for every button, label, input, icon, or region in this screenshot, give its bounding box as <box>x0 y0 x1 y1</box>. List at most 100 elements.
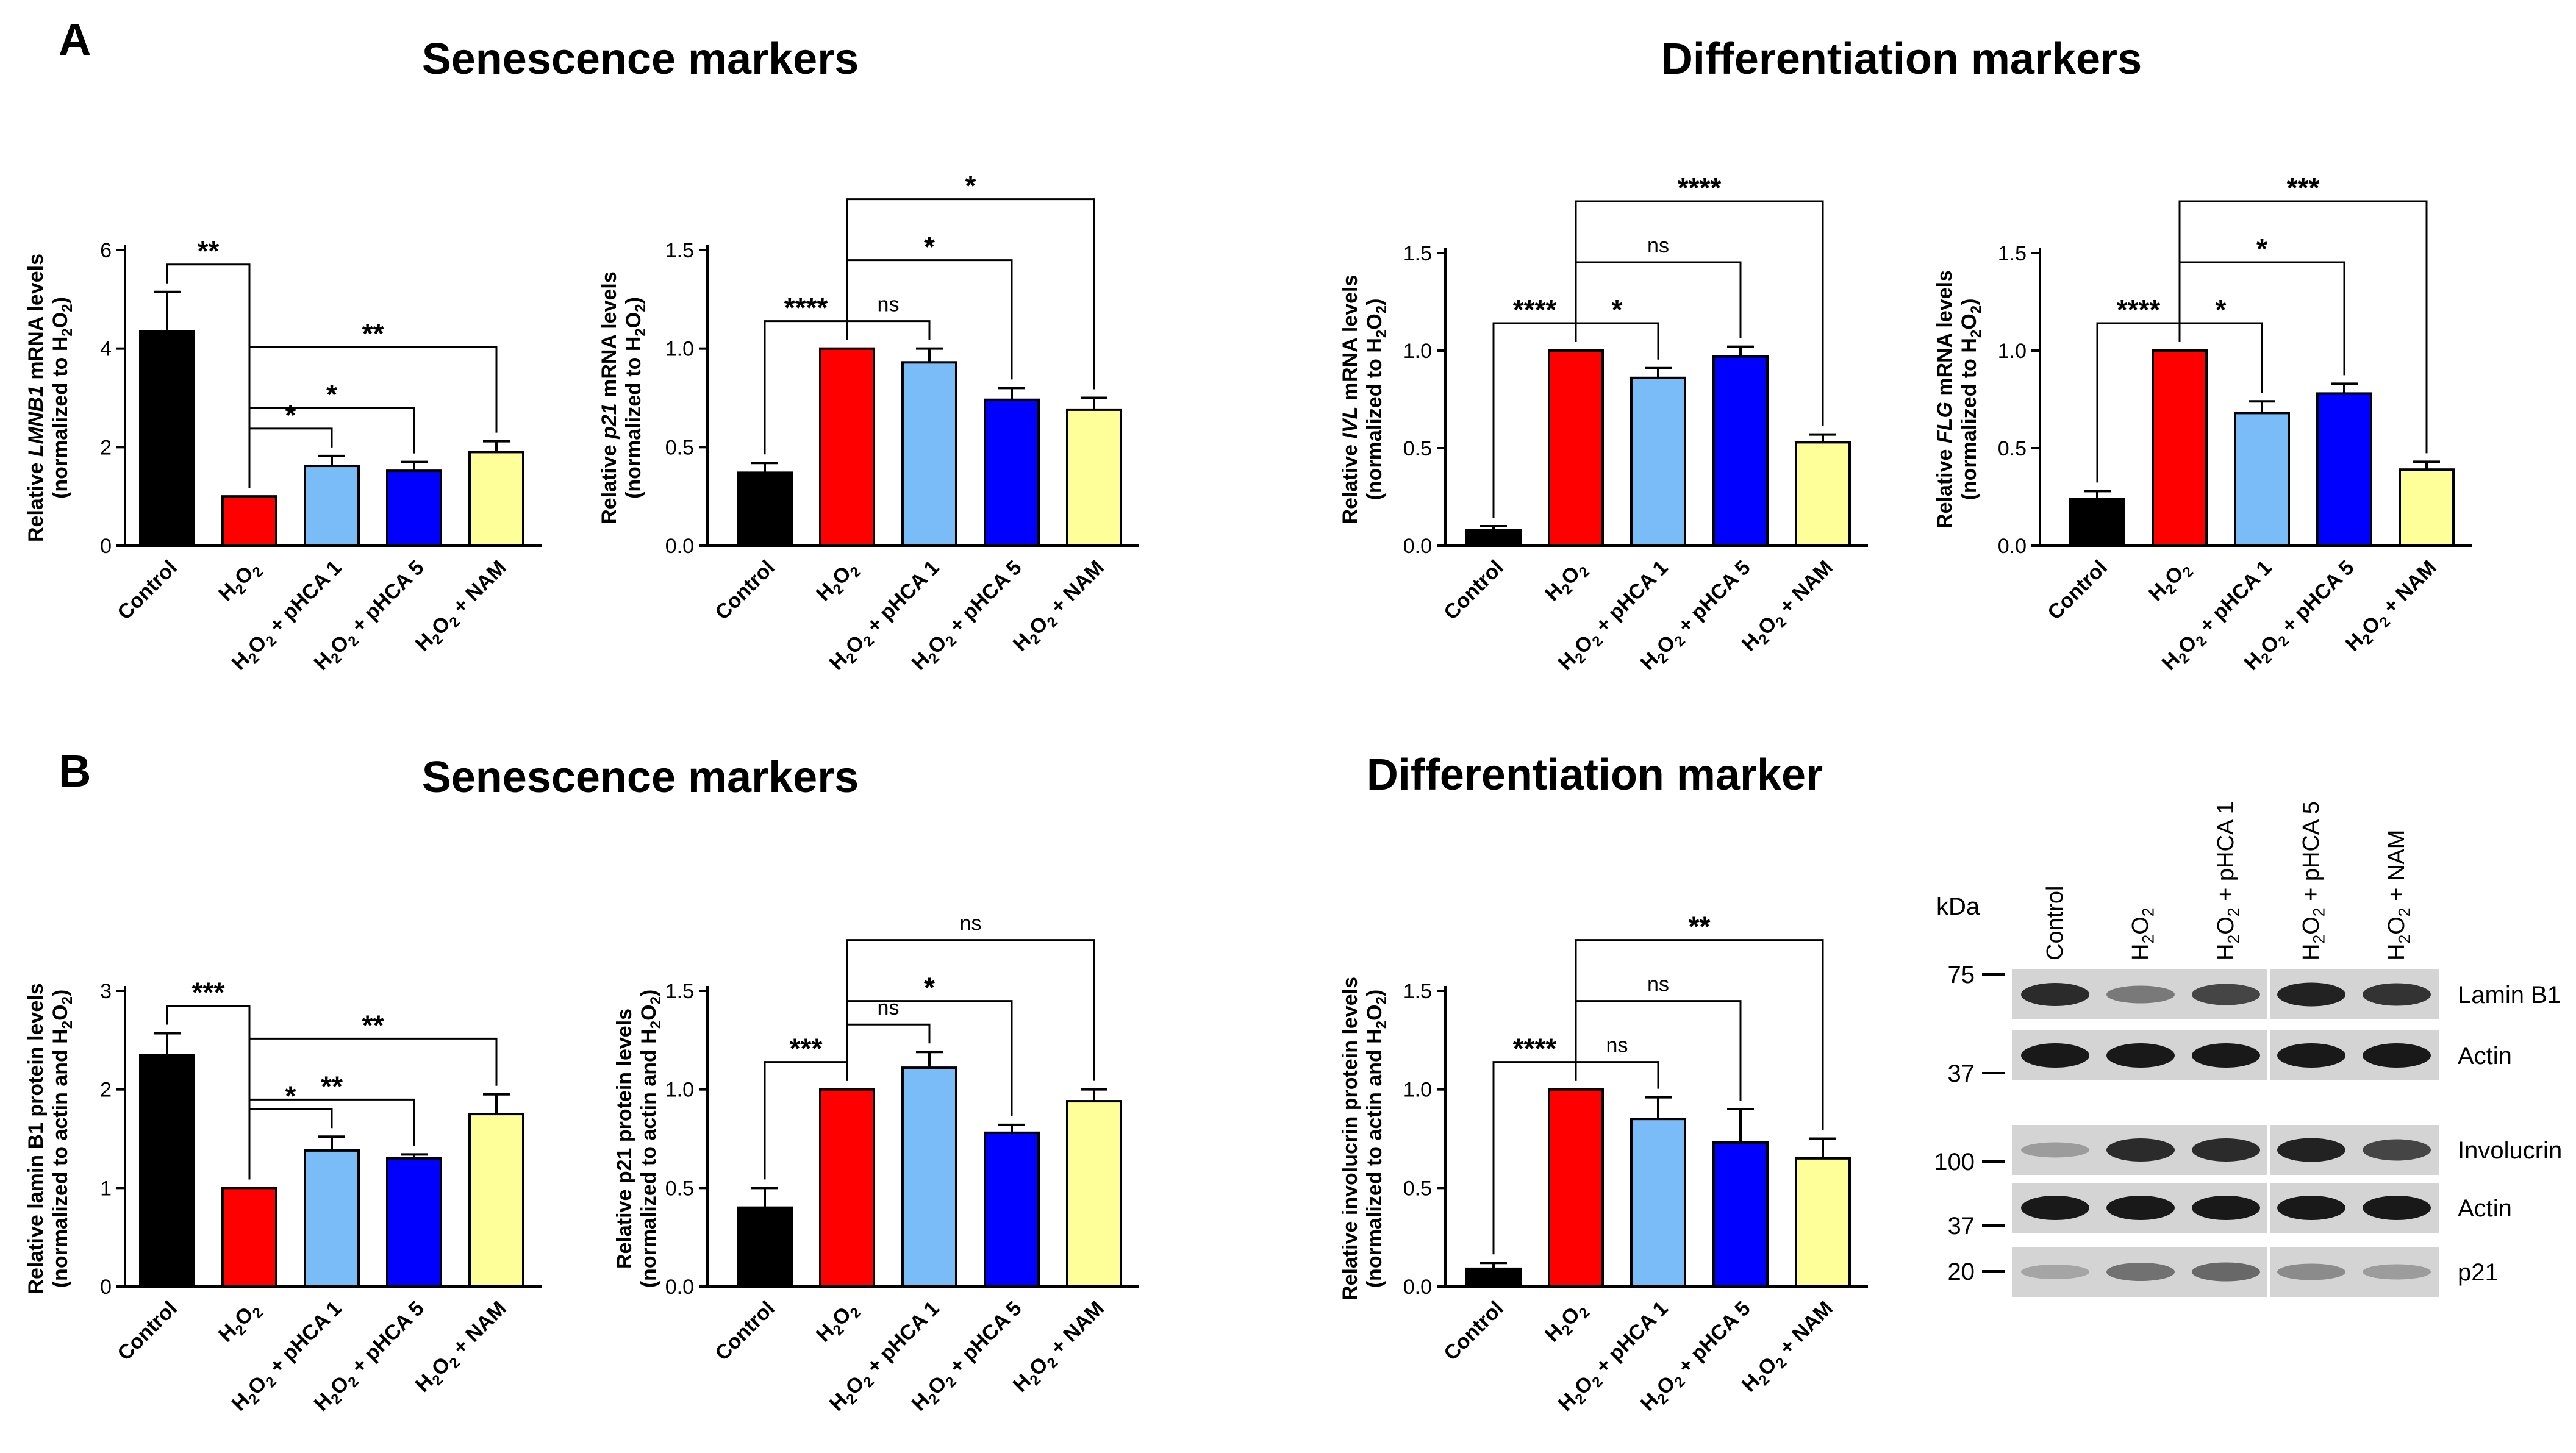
significance-label: ** <box>1689 911 1711 943</box>
significance-label: ** <box>362 1009 384 1041</box>
significance-label: * <box>965 170 976 202</box>
bar-phca1 <box>304 1149 360 1288</box>
significance-label: ** <box>198 235 220 267</box>
y-tick-label: 1.5 <box>665 239 694 262</box>
panel-letter-b: B <box>59 746 91 796</box>
x-tick-label: Control <box>2043 556 2111 624</box>
significance-label: ns <box>878 293 900 316</box>
y-tick-label: 4 <box>100 338 112 361</box>
chart-7: 0.0 0.5 1.0 1.5 Relative involucrin protein … <box>1339 911 1868 1416</box>
blot-band <box>2277 1138 2345 1162</box>
chart-4: 0.0 0.5 1.0 1.5 Relative FLG mRNA levels(nor… <box>1933 172 2472 675</box>
blot-band <box>2277 1196 2345 1220</box>
blot-band <box>2106 1263 2175 1281</box>
bar-phca5 <box>984 398 1040 547</box>
bar-nam <box>1795 441 1851 548</box>
bar-control <box>1465 1267 1522 1288</box>
bar-phca5 <box>386 469 442 548</box>
significance-label: * <box>924 972 935 1004</box>
significance-bracket <box>846 320 931 340</box>
significance-label: * <box>924 231 935 263</box>
x-tick-label: Control <box>113 1297 181 1365</box>
y-tick-label: 2 <box>100 436 112 459</box>
y-tick-label: 0.5 <box>665 436 694 459</box>
chart-5: 0 1 2 3 Relative lamin B1 protein levels(nor… <box>24 977 542 1416</box>
x-tick-label: Control <box>710 556 779 624</box>
bar-nam <box>1795 1157 1851 1288</box>
significance-bracket <box>846 198 1095 390</box>
bar-phca1 <box>2234 412 2290 548</box>
blot-band <box>2192 1043 2260 1068</box>
y-tick-label: 6 <box>100 239 112 262</box>
significance-bracket <box>2178 200 2428 454</box>
blot-row-label: Actin <box>2458 1195 2512 1222</box>
bar-control <box>139 330 195 547</box>
bar-phca1 <box>901 361 957 547</box>
significance-label: **** <box>2117 294 2161 326</box>
significance-label: * <box>2216 294 2227 326</box>
y-tick-label: 0.0 <box>665 535 694 558</box>
bar-nam <box>2399 468 2455 548</box>
significance-label: *** <box>192 977 225 1009</box>
blot-band <box>2106 1138 2175 1162</box>
blot-band <box>2021 983 2089 1006</box>
y-axis-label: Relative involucrin protein levels(norma… <box>1339 977 1390 1301</box>
bar-phca1 <box>304 465 360 547</box>
significance-label: * <box>2256 233 2267 265</box>
blot-band <box>2192 1138 2260 1162</box>
lane-label: H2O2 + pHCA 5 <box>2299 801 2328 960</box>
blot-band <box>2192 1262 2260 1282</box>
bar-h2o2 <box>1548 1088 1604 1288</box>
significance-bracket <box>1575 939 1824 1130</box>
y-tick-label: 1.5 <box>1403 242 1432 265</box>
significance-label: **** <box>784 292 828 324</box>
bar-nam <box>1066 1100 1122 1288</box>
significance-label: ** <box>362 318 384 349</box>
y-axis-label: Relative p21 mRNA levels(normalized to H… <box>598 271 649 524</box>
lane-label: H2O2 + NAM <box>2384 830 2414 960</box>
bar-h2o2 <box>221 1187 277 1288</box>
y-axis-label: Relative IVL mRNA levels(normalized to H… <box>1339 275 1390 524</box>
significance-label: *** <box>2287 172 2320 204</box>
y-axis-label: Relative FLG mRNA levels(normalized to H… <box>1933 270 1984 529</box>
chart-2: 0.0 0.5 1.0 1.5 Relative p21 mRNA levels(nor… <box>598 170 1139 675</box>
x-tick-label: Control <box>1439 1297 1508 1365</box>
bar-phca1 <box>901 1066 957 1288</box>
blot-band <box>2106 985 2175 1004</box>
y-tick-label: 0.5 <box>1998 437 2027 460</box>
blot-band <box>2277 1263 2345 1280</box>
significance-label: ns <box>1606 1034 1628 1057</box>
bar-h2o2 <box>819 347 875 548</box>
y-tick-label: 0.5 <box>1403 1177 1432 1200</box>
x-tick-label: Control <box>710 1297 779 1365</box>
significance-bracket <box>846 939 1095 1081</box>
y-tick-label: 0.5 <box>1403 437 1432 460</box>
chart-1: 0 2 4 6 Relative LMNB1 mRNA levels(normalize… <box>24 235 542 675</box>
y-tick-label: 0 <box>100 535 112 558</box>
marker-label: 37 <box>1948 1213 1975 1240</box>
y-tick-label: 1 <box>100 1177 112 1200</box>
bar-control <box>737 471 793 547</box>
significance-bracket <box>1575 200 1824 426</box>
blot-band <box>2021 1265 2089 1279</box>
y-tick-label: 1.5 <box>665 980 694 1003</box>
significance-label: * <box>285 399 296 431</box>
x-tick-label: Control <box>113 556 181 624</box>
bar-phca1 <box>1630 1118 1686 1288</box>
lane-label: Control <box>2042 886 2068 961</box>
significance-label: **** <box>1513 294 1557 326</box>
blot-row-label: p21 <box>2458 1259 2499 1286</box>
y-tick-label: 0.0 <box>1403 535 1432 558</box>
y-axis-label: Relative LMNB1 mRNA levels(normalized to… <box>24 254 76 542</box>
section-title-b-senescence: Senescence markers <box>421 753 859 802</box>
bar-phca5 <box>386 1157 442 1288</box>
x-tick-label: H2O2 <box>1540 1297 1593 1349</box>
bar-nam <box>468 451 524 548</box>
x-tick-label: H2O2 <box>1540 556 1593 609</box>
y-tick-label: 1.0 <box>1403 1079 1432 1102</box>
marker-label: 100 <box>1934 1149 1975 1176</box>
y-tick-label: 1.0 <box>665 1079 694 1102</box>
significance-bracket <box>248 346 498 488</box>
